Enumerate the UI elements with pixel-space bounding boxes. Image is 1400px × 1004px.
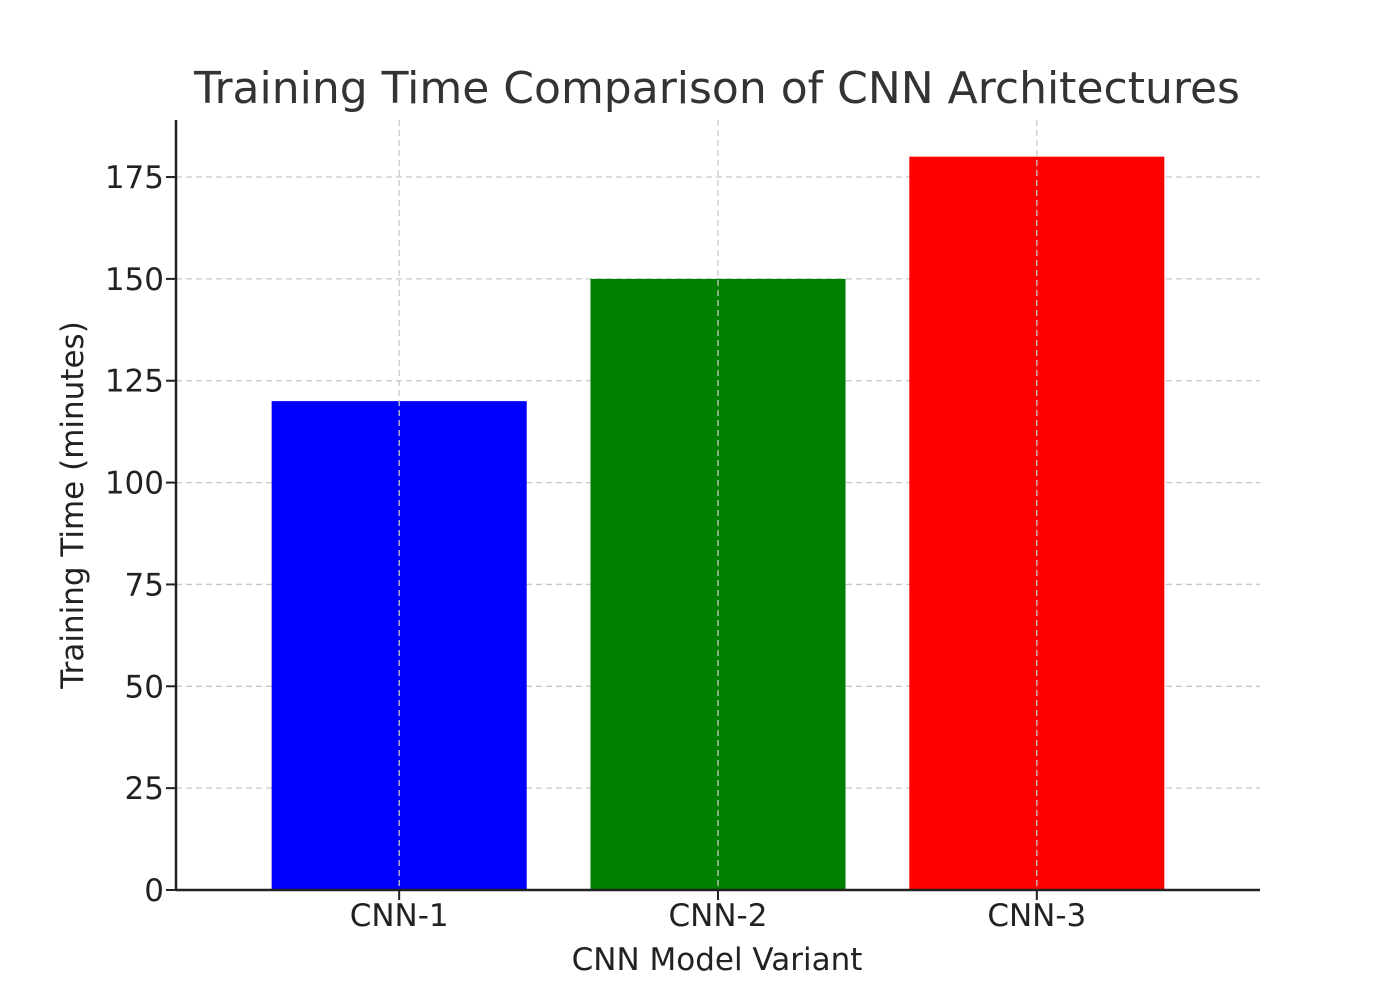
y-tick-label: 0 — [144, 873, 164, 909]
y-tick-label: 125 — [105, 364, 164, 400]
x-tick-label: CNN-1 — [350, 898, 449, 934]
x-tick-label: CNN-3 — [987, 898, 1086, 934]
y-tick-label: 25 — [125, 771, 164, 807]
y-tick-label: 150 — [105, 262, 164, 298]
vertical-grid-lines — [398, 120, 1038, 890]
y-tick-label: 75 — [125, 567, 164, 603]
y-tick-label: 100 — [105, 466, 164, 502]
y-tick-label: 175 — [105, 160, 164, 196]
chart-title: Training Time Comparison of CNN Architec… — [193, 63, 1240, 114]
y-axis-label: Training Time (minutes) — [55, 321, 91, 690]
tick-labels: 0 25 50 75 100 125 150 175 CNN-1 CNN-2 CNN-3 — [105, 160, 1086, 934]
axes — [166, 120, 1260, 900]
y-tick-label: 50 — [125, 669, 164, 705]
x-axis-label: CNN Model Variant — [572, 942, 863, 978]
x-tick-label: CNN-2 — [669, 898, 768, 934]
